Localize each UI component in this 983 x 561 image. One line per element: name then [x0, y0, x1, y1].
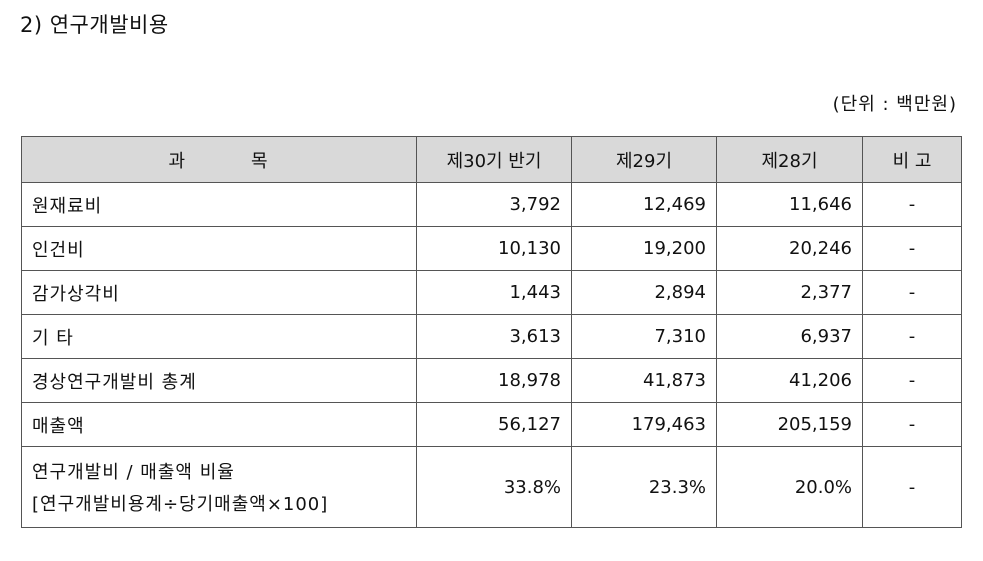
ratio-label-line2: [연구개발비용계÷당기매출액×100]: [32, 494, 329, 515]
row-item-label: 매출액: [21, 402, 417, 447]
table-row: 원재료비 3,792 12,469 11,646 -: [21, 182, 962, 227]
row-value-29: 19,200: [571, 226, 717, 271]
ratio-value-29: 23.3%: [571, 446, 717, 528]
header-item-left: 과: [168, 150, 187, 172]
row-value-28: 6,937: [716, 314, 863, 359]
row-value-29: 12,469: [571, 182, 717, 227]
ratio-value-28: 20.0%: [716, 446, 863, 528]
row-value-28: 2,377: [716, 270, 863, 315]
header-period-28: 제28기: [716, 136, 863, 183]
table-row-ratio: 연구개발비 / 매출액 비율 [연구개발비용계÷당기매출액×100] 33.8%…: [21, 446, 962, 528]
ratio-item-label: 연구개발비 / 매출액 비율 [연구개발비용계÷당기매출액×100]: [21, 446, 417, 528]
ratio-label-line1: 연구개발비 / 매출액 비율: [32, 462, 235, 483]
row-note: -: [862, 402, 962, 447]
header-period-30: 제30기 반기: [416, 136, 572, 183]
row-value-30: 1,443: [416, 270, 572, 315]
row-value-29: 179,463: [571, 402, 717, 447]
row-note: -: [862, 314, 962, 359]
row-value-30: 3,792: [416, 182, 572, 227]
header-item-right: 목: [251, 150, 270, 172]
row-value-29: 2,894: [571, 270, 717, 315]
header-note: 비 고: [862, 136, 962, 183]
row-note: -: [862, 358, 962, 403]
row-item-label: 인건비: [21, 226, 417, 271]
row-value-28: 20,246: [716, 226, 863, 271]
table-row: 매출액 56,127 179,463 205,159 -: [21, 402, 962, 447]
row-item-label: 경상연구개발비 총계: [21, 358, 417, 403]
row-note: -: [862, 226, 962, 271]
row-value-30: 3,613: [416, 314, 572, 359]
table-row: 감가상각비 1,443 2,894 2,377 -: [21, 270, 962, 315]
row-value-30: 10,130: [416, 226, 572, 271]
row-note: -: [862, 270, 962, 315]
row-item-label: 원재료비: [21, 182, 417, 227]
row-item-label: 감가상각비: [21, 270, 417, 315]
row-value-28: 41,206: [716, 358, 863, 403]
row-value-29: 7,310: [571, 314, 717, 359]
row-value-29: 41,873: [571, 358, 717, 403]
row-value-28: 205,159: [716, 402, 863, 447]
ratio-value-30: 33.8%: [416, 446, 572, 528]
header-period-29: 제29기: [571, 136, 717, 183]
row-value-30: 56,127: [416, 402, 572, 447]
table-row: 인건비 10,130 19,200 20,246 -: [21, 226, 962, 271]
section-title: 2) 연구개발비용: [20, 13, 169, 37]
ratio-note: -: [862, 446, 962, 528]
table-row: 경상연구개발비 총계 18,978 41,873 41,206 -: [21, 358, 962, 403]
table-row: 기 타 3,613 7,310 6,937 -: [21, 314, 962, 359]
unit-note: (단위 : 백만원): [832, 94, 957, 115]
row-value-30: 18,978: [416, 358, 572, 403]
row-note: -: [862, 182, 962, 227]
row-item-label: 기 타: [21, 314, 417, 359]
row-value-28: 11,646: [716, 182, 863, 227]
